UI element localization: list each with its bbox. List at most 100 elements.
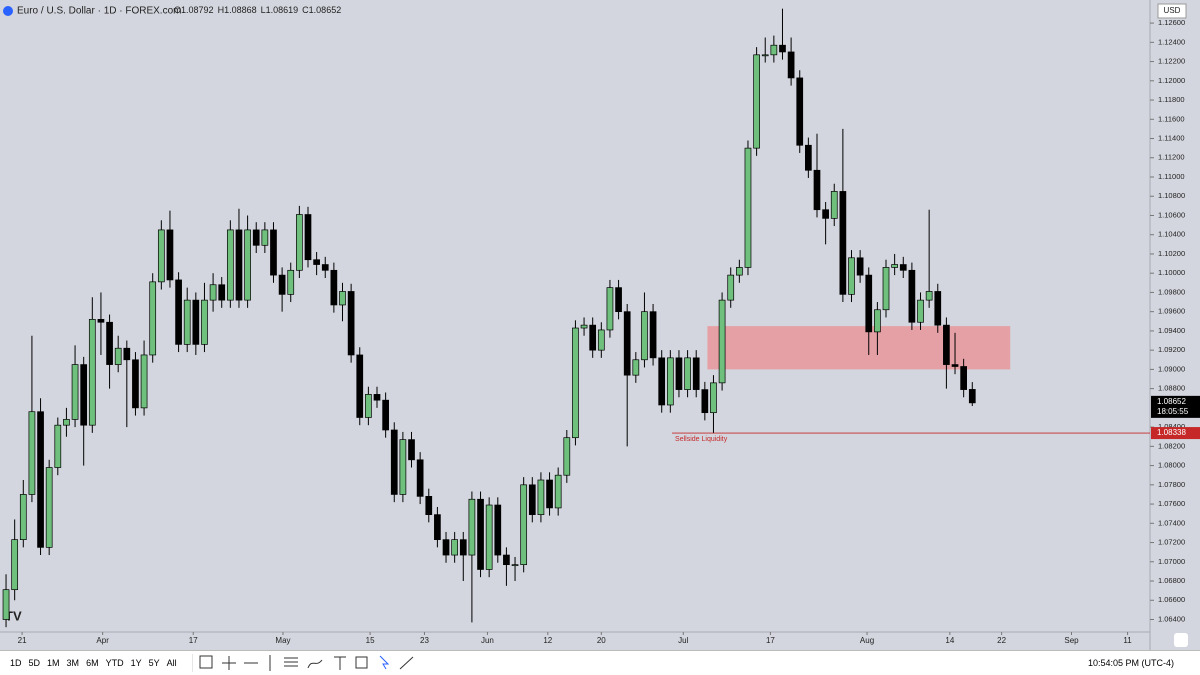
candle-body — [339, 291, 346, 306]
last-price-box — [1151, 395, 1200, 418]
y-tick-label: 1.08400 — [1158, 422, 1185, 431]
candle-body — [589, 324, 597, 351]
y-tick-label: 1.12000 — [1158, 76, 1185, 85]
candle-body — [615, 287, 622, 313]
tool-icon[interactable] — [399, 656, 413, 670]
candle-body — [779, 44, 786, 53]
candle-body — [80, 364, 88, 426]
candle-body — [226, 229, 234, 301]
candle-body — [830, 191, 838, 219]
range-button[interactable]: 1Y — [130, 658, 142, 668]
ohlc-key: L — [261, 5, 266, 15]
candle-body — [675, 357, 683, 390]
candle-body — [201, 299, 208, 345]
y-tick-label: 1.06800 — [1158, 576, 1185, 585]
tool-icon[interactable] — [307, 659, 323, 669]
candle-body — [503, 554, 510, 566]
candle-body — [356, 354, 364, 418]
supply-zone — [707, 326, 1011, 370]
ohlc-key: C — [302, 5, 309, 15]
range-button[interactable]: 1M — [47, 658, 60, 668]
candle-body — [744, 147, 752, 268]
candle-body — [563, 437, 571, 476]
y-tick-label: 1.06400 — [1158, 614, 1185, 623]
y-tick-label: 1.07800 — [1158, 480, 1185, 489]
candle-body — [149, 281, 157, 356]
candle-body — [684, 357, 691, 390]
x-tick-label: 14 — [945, 636, 954, 645]
candle-body — [157, 229, 165, 283]
settings-button[interactable] — [1174, 633, 1188, 647]
currency-box[interactable] — [1157, 3, 1187, 19]
y-tick-label: 1.10600 — [1158, 210, 1185, 219]
tool-icon[interactable] — [283, 657, 298, 667]
candle-body — [278, 274, 286, 295]
tool-icon[interactable] — [221, 656, 236, 670]
candle-body — [528, 484, 536, 515]
y-tick-label: 1.09800 — [1158, 287, 1185, 296]
candle-body — [192, 299, 200, 345]
candle-body — [934, 291, 942, 326]
currency: USD — [1164, 6, 1181, 15]
candle-body — [54, 424, 62, 468]
tool-icon[interactable] — [355, 656, 368, 669]
candle-body — [132, 359, 139, 409]
candle-body — [477, 498, 484, 570]
candle-body — [761, 54, 769, 57]
range-button[interactable]: 5Y — [148, 658, 160, 668]
candle-body — [399, 439, 407, 495]
y-tick-label: 1.09400 — [1158, 326, 1185, 335]
candle-body — [97, 319, 105, 323]
candle-body — [304, 214, 312, 261]
candle-body — [494, 504, 502, 556]
candle-body — [287, 269, 295, 295]
candle-body — [209, 284, 217, 301]
x-tick-label: Sep — [1064, 636, 1079, 645]
range-button[interactable]: 5D — [28, 658, 41, 668]
candle-body — [882, 267, 890, 311]
candle-body — [537, 479, 545, 515]
x-tick-label: Apr — [96, 636, 109, 645]
candle-body — [434, 514, 441, 541]
range-button[interactable]: All — [166, 658, 177, 668]
y-tick-label: 1.08000 — [1158, 461, 1185, 470]
y-tick-label: 1.09200 — [1158, 345, 1185, 354]
x-tick-label: 20 — [597, 636, 606, 645]
candle-body — [11, 539, 19, 591]
candle-body — [183, 299, 191, 345]
range-button[interactable]: YTD — [105, 658, 124, 668]
candle-body — [951, 364, 959, 367]
candle-body — [865, 274, 873, 333]
candle-body — [968, 389, 976, 404]
range-button[interactable]: 3M — [66, 658, 80, 668]
candle-body — [390, 429, 398, 495]
tool-icon[interactable] — [333, 656, 346, 670]
range-button[interactable]: 1D — [10, 658, 22, 668]
candle-body — [511, 564, 519, 567]
candle-body — [218, 284, 226, 301]
candle-body — [45, 467, 53, 548]
candle-body — [485, 504, 493, 570]
candle-body — [908, 269, 916, 323]
candle-body — [805, 144, 812, 171]
candle-body — [2, 589, 10, 620]
y-tick-label: 1.12600 — [1158, 18, 1185, 27]
ohlc-legend: O1.08792 H1.08868 L1.08619 C1.08652 — [174, 5, 341, 15]
candle-body — [899, 264, 907, 271]
y-tick-label: 1.12400 — [1158, 37, 1185, 46]
candle-body — [572, 327, 579, 439]
drawing-tools — [191, 654, 413, 672]
chart: Euro / U.S. Dollar · 1D · FOREX.com O1.0… — [0, 0, 1200, 650]
candle-body — [520, 484, 528, 566]
y-tick-label: 1.07200 — [1158, 538, 1185, 547]
ohlc-value: 1.08792 — [181, 5, 214, 15]
range-button[interactable]: 6M — [86, 658, 99, 668]
tool-icon[interactable] — [379, 655, 389, 670]
y-tick-label: 1.11200 — [1158, 153, 1185, 162]
x-tick-label: Jul — [678, 636, 688, 645]
candle-body — [459, 539, 467, 556]
candle-body — [727, 274, 735, 301]
candle-body — [140, 354, 148, 409]
tool-icon[interactable] — [199, 655, 213, 669]
candle-body — [261, 229, 269, 246]
